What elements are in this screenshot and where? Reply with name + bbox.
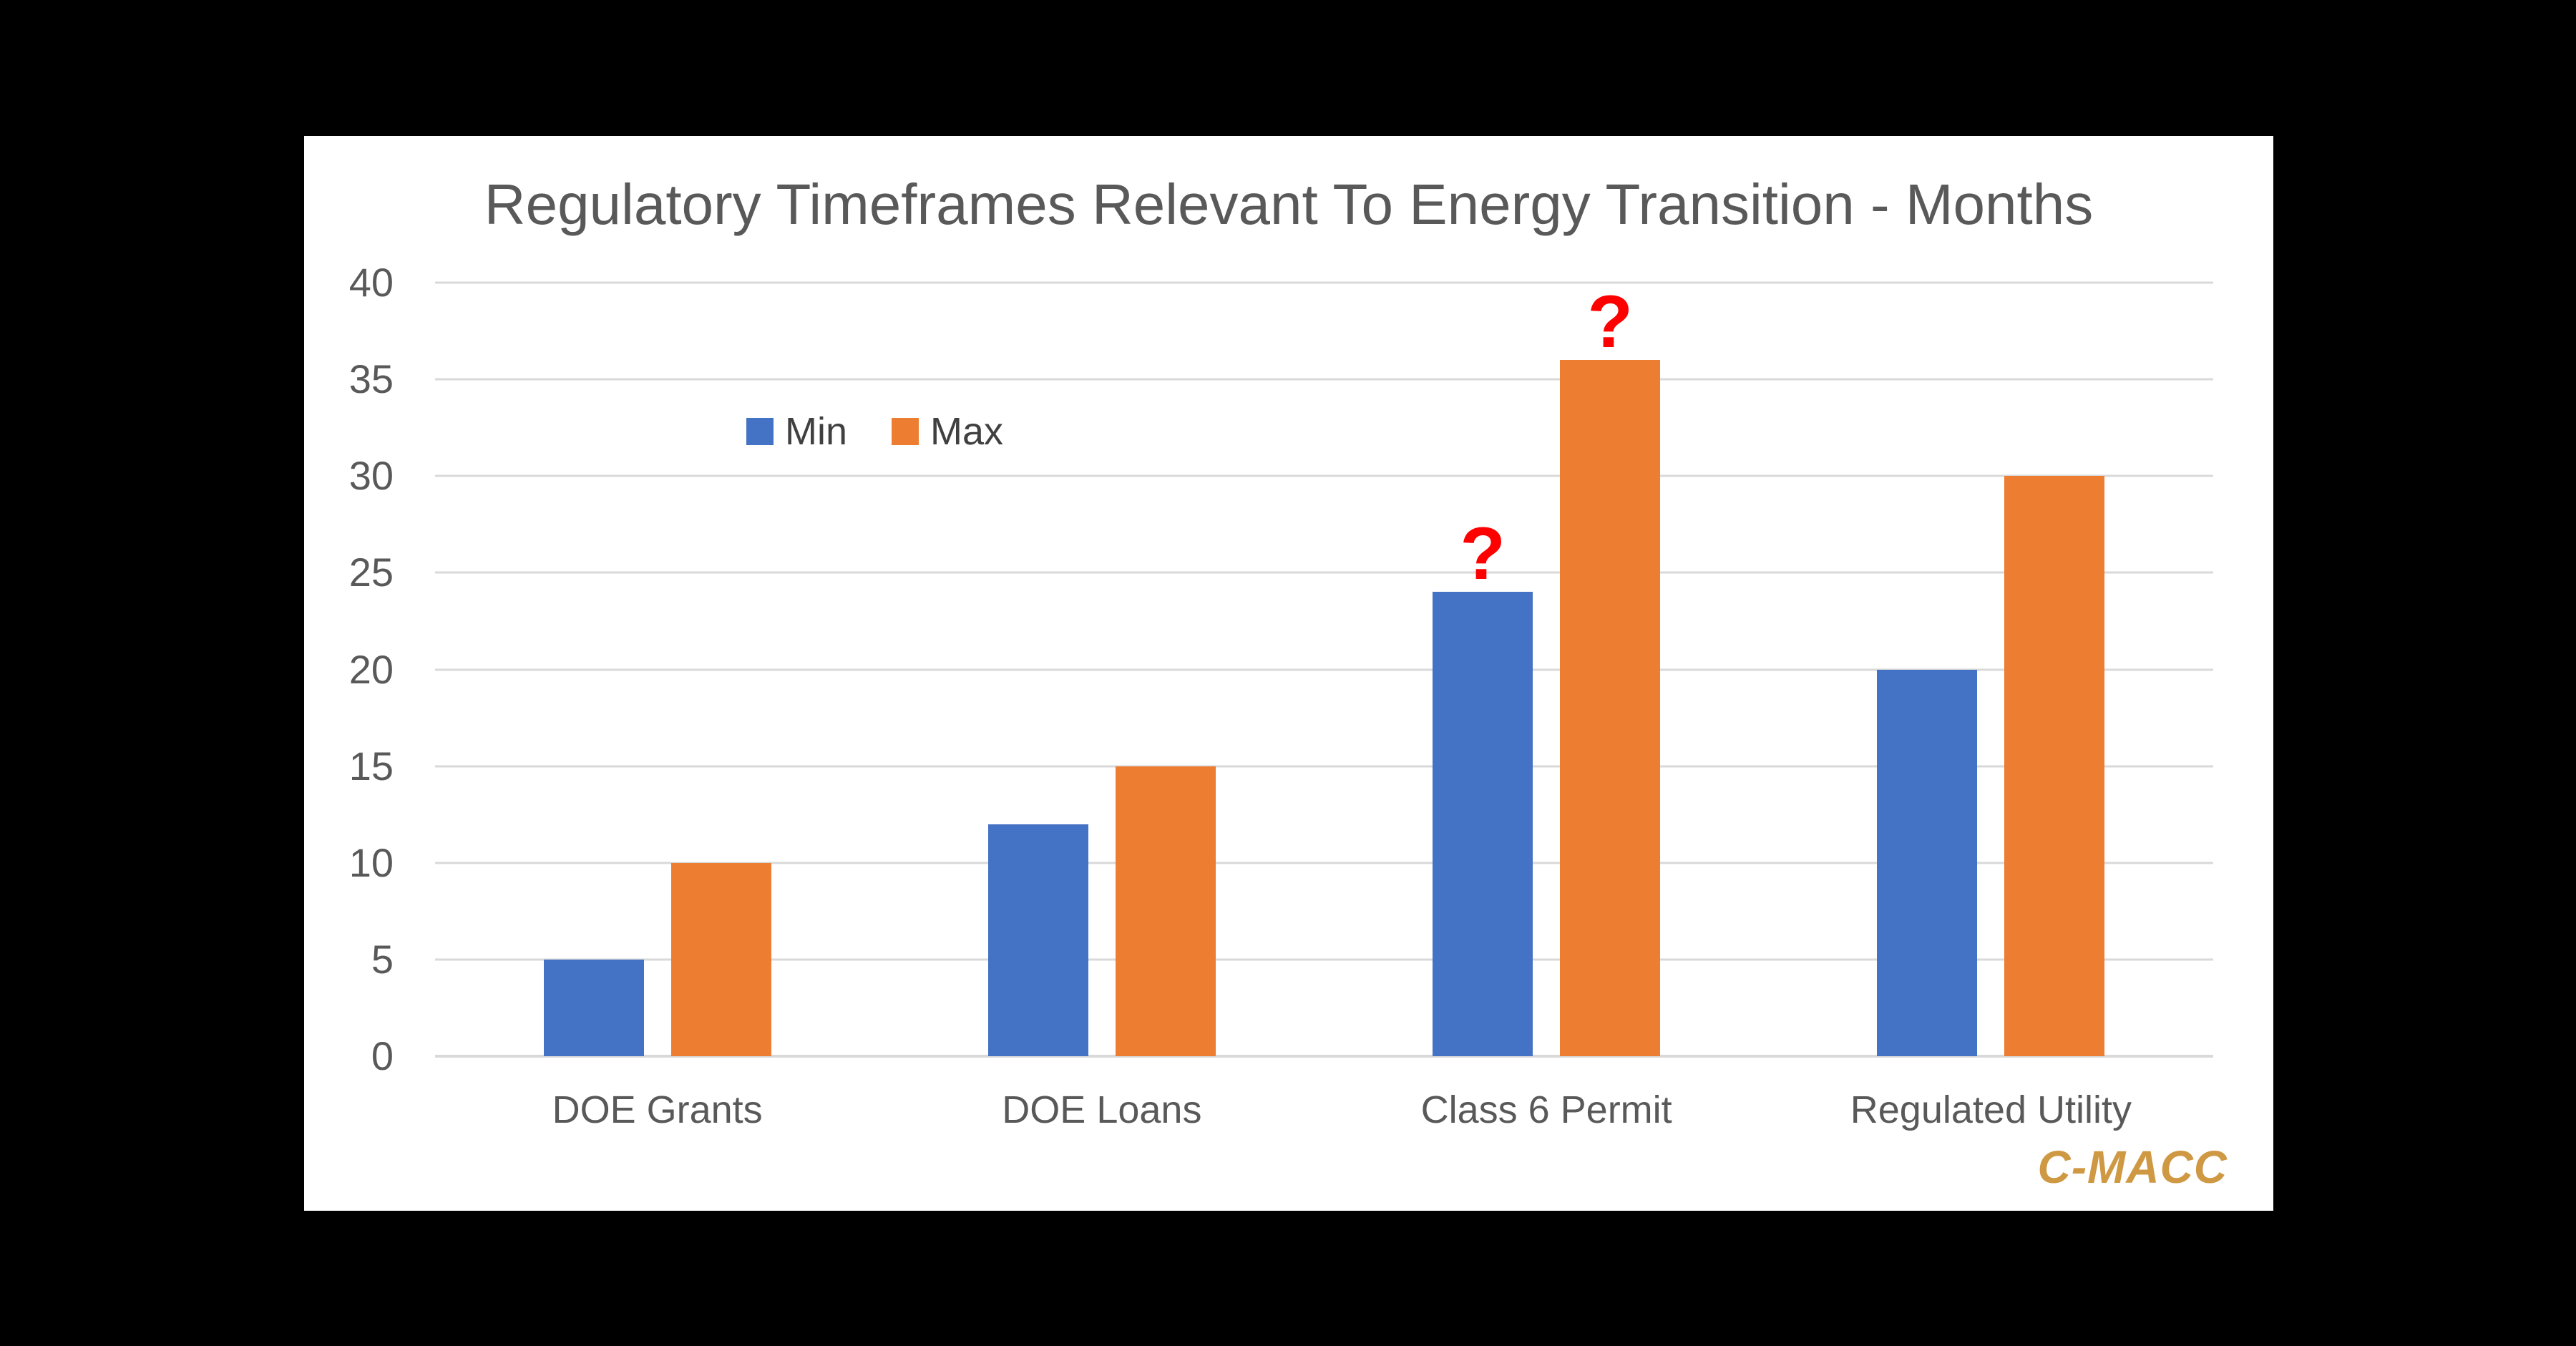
y-tick-label-40: 40: [348, 260, 394, 305]
y-tick-label-15: 15: [348, 743, 394, 789]
gridline-y-0: [435, 1055, 2213, 1058]
bar-max-class-6-permit: [1560, 360, 1661, 1056]
y-tick-label-25: 25: [348, 550, 394, 595]
chart-panel: Regulatory Timeframes Relevant To Energy…: [304, 136, 2273, 1211]
plot-area: ??: [435, 281, 2213, 1058]
question-mark-annotation-max: ?: [1587, 281, 1633, 364]
y-tick-label-30: 30: [348, 453, 394, 499]
y-tick-label-5: 5: [371, 936, 394, 982]
bar-max-doe-grants: [670, 862, 771, 1056]
bar-min-class-6-permit: [1433, 592, 1533, 1056]
x-category-label-doe-loans: DOE Loans: [1002, 1088, 1202, 1131]
legend-item-max: Max: [892, 412, 1003, 451]
gridline-y-30: [435, 474, 2213, 477]
bar-min-doe-loans: [987, 824, 1088, 1056]
y-tick-label-20: 20: [348, 646, 394, 692]
gridline-y-15: [435, 765, 2213, 768]
x-category-label-class-6-permit: Class 6 Permit: [1420, 1088, 1672, 1131]
cmacc-logo: C-MACC: [2037, 1141, 2228, 1193]
bar-min-doe-grants: [543, 959, 644, 1056]
legend: Min Max: [746, 412, 1003, 451]
gridline-y-40: [435, 281, 2213, 284]
x-category-label-regulated-utility: Regulated Utility: [1850, 1088, 2132, 1131]
y-tick-label-35: 35: [348, 356, 394, 402]
legend-item-min: Min: [746, 412, 847, 451]
y-tick-label-10: 10: [348, 839, 394, 885]
y-tick-label-0: 0: [371, 1033, 394, 1078]
gridline-y-20: [435, 668, 2213, 670]
legend-label-min: Min: [785, 410, 848, 453]
legend-swatch-max: [892, 418, 919, 445]
gridline-y-35: [435, 378, 2213, 381]
bar-max-regulated-utility: [2004, 476, 2105, 1056]
chart-title: Regulatory Timeframes Relevant To Energy…: [484, 172, 2094, 236]
gridline-y-10: [435, 862, 2213, 864]
gridline-y-5: [435, 958, 2213, 961]
bar-max-doe-loans: [1115, 766, 1216, 1056]
question-mark-annotation-min: ?: [1460, 512, 1506, 596]
bar-min-regulated-utility: [1877, 669, 1978, 1056]
gridline-y-25: [435, 571, 2213, 574]
x-category-label-doe-grants: DOE Grants: [552, 1088, 763, 1131]
legend-label-max: Max: [930, 410, 1004, 453]
legend-swatch-min: [746, 418, 774, 445]
